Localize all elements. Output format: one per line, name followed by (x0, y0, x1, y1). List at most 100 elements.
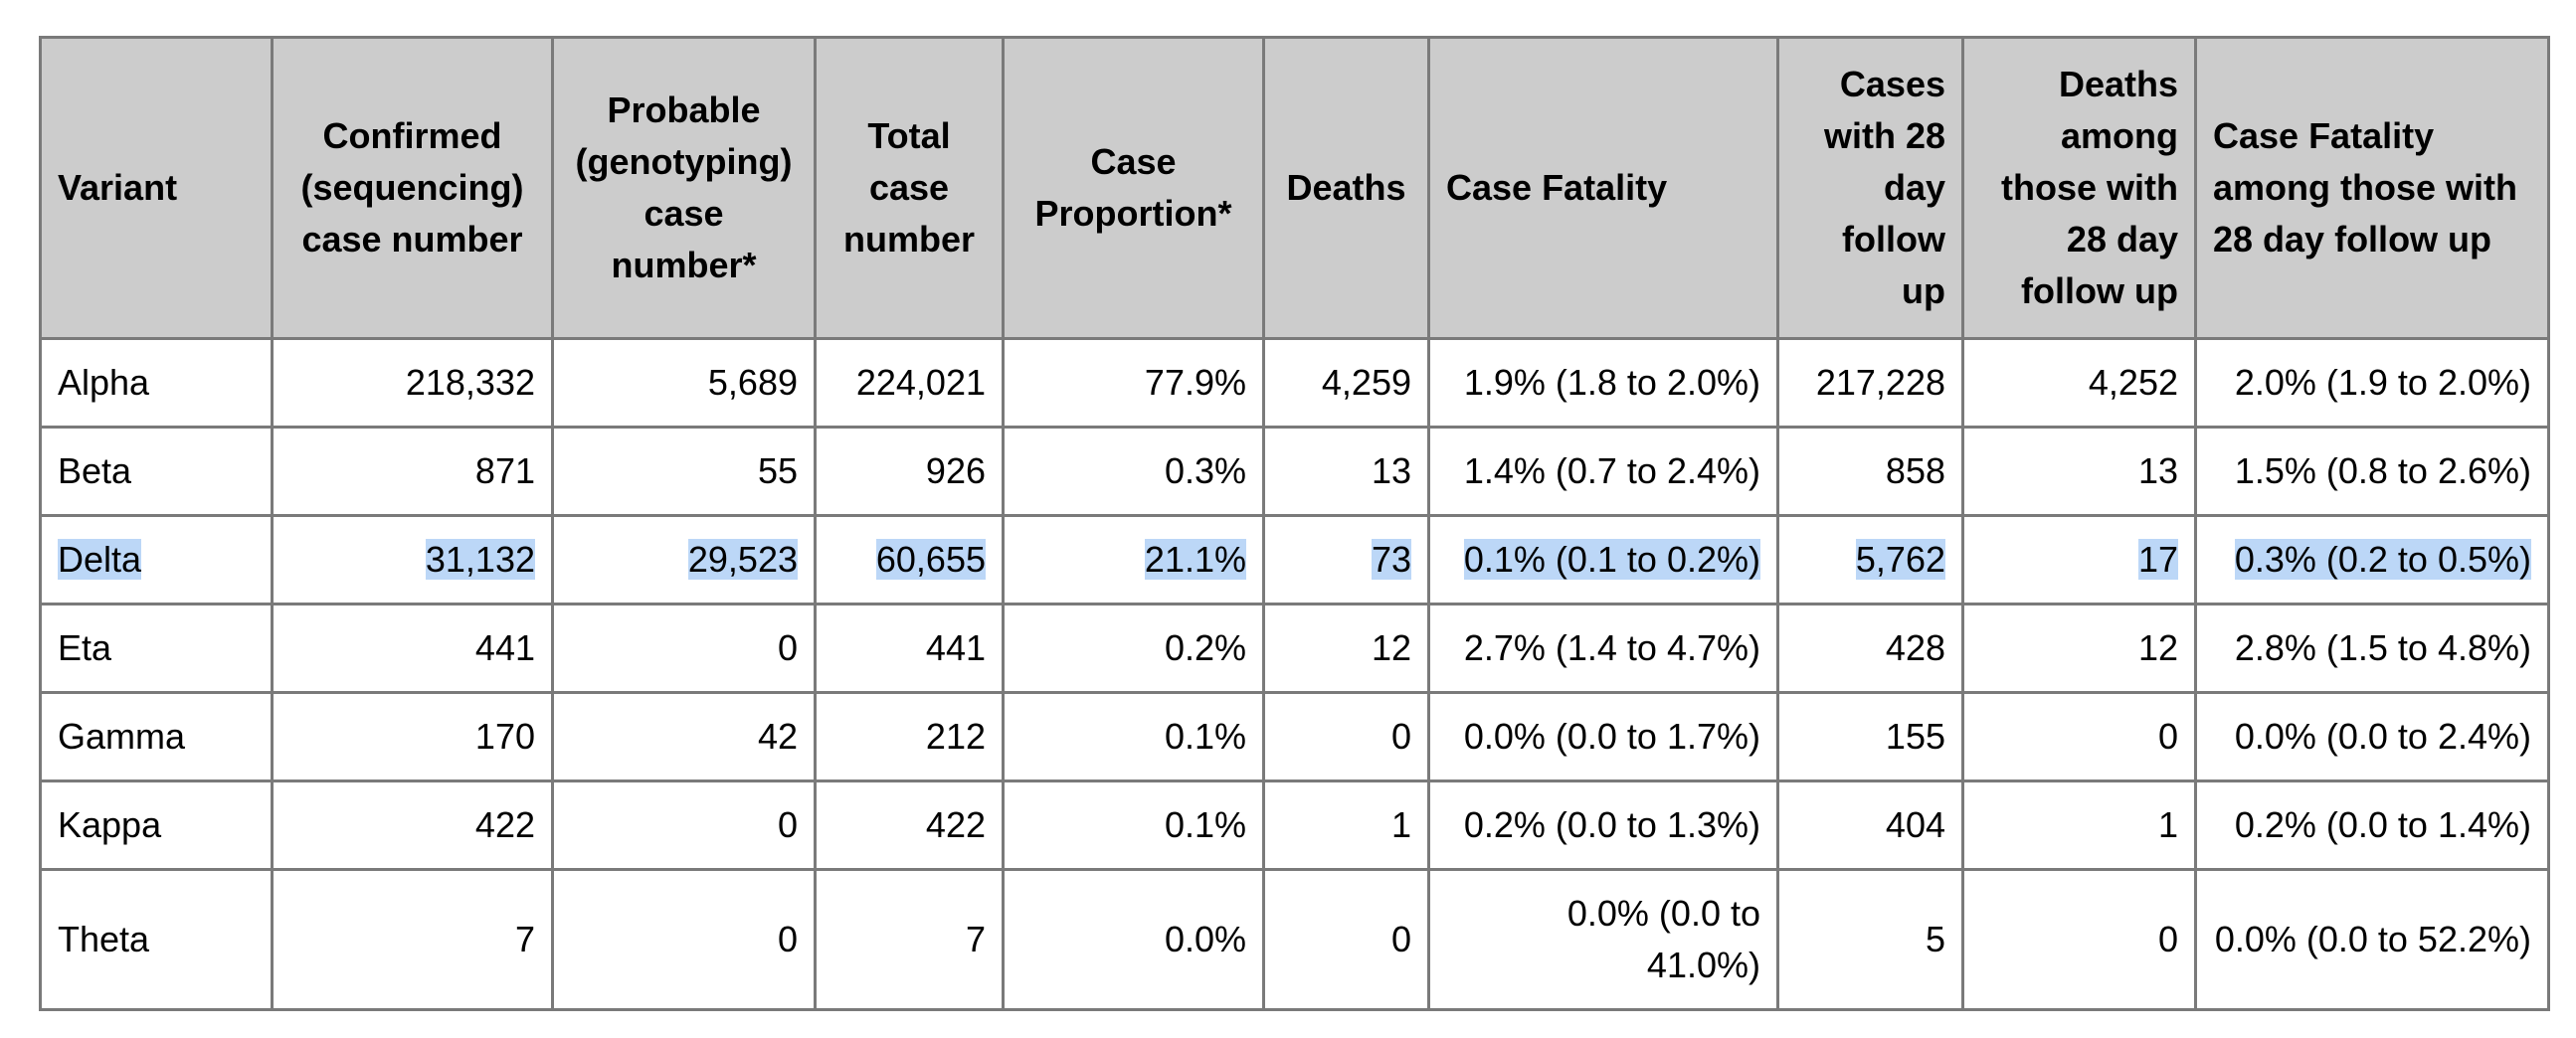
cell-confirmed: 422 (271, 779, 554, 871)
cell-cases-28-day: 5 (1776, 868, 1964, 1011)
cases-28-day-value: 404 (1885, 804, 1945, 845)
cell-cases-28-day: 404 (1776, 779, 1964, 871)
cell-variant: Theta (39, 868, 274, 1011)
case-fatality-value: 2.7% (1.4 to 4.7%) (1463, 627, 1760, 668)
cell-total: 926 (814, 426, 1005, 517)
cell-confirmed: 441 (271, 603, 554, 694)
deaths-28-day-value: 0 (2157, 716, 2178, 757)
cases-28-day-value: 155 (1885, 716, 1945, 757)
proportion-value: 0.1% (1164, 804, 1246, 845)
cell-cases-28-day: 428 (1776, 603, 1964, 694)
cell-case-fatality-28-day: 0.0% (0.0 to 2.4%) (2194, 691, 2550, 782)
header-case-fatality-28-day: Case Fatality among those with 28 day fo… (2194, 36, 2550, 340)
case-fatality-value: 0.0% (0.0 to 41.0%) (1566, 893, 1760, 985)
deaths-value: 0 (1390, 919, 1411, 959)
case-fatality-28-day-value: 0.0% (0.0 to 2.4%) (2234, 716, 2531, 757)
cell-deaths: 73 (1262, 514, 1430, 606)
total-value: 7 (965, 919, 986, 959)
deaths-value: 0 (1390, 716, 1411, 757)
case-fatality-value: 1.4% (0.7 to 2.4%) (1463, 450, 1760, 491)
cell-deaths: 4,259 (1262, 337, 1430, 429)
cell-variant: Delta (39, 514, 274, 606)
deaths-value: 1 (1390, 804, 1411, 845)
header-confirmed-cases: Confirmed (sequencing) case number (271, 36, 554, 340)
cell-case-fatality-28-day: 0.2% (0.0 to 1.4%) (2194, 779, 2550, 871)
cell-cases-28-day: 5,762 (1776, 514, 1964, 606)
cell-deaths: 0 (1262, 691, 1430, 782)
cell-variant: Alpha (39, 337, 274, 429)
table-row-delta[interactable]: Delta 31,132 29,523 60,655 21.1% 73 0.1%… (39, 514, 2550, 606)
cell-variant: Kappa (39, 779, 274, 871)
table-row-gamma: Gamma 170 42 212 0.1% 0 0.0% (0.0 to 1.7… (39, 691, 2550, 782)
variant-name: Gamma (58, 716, 186, 757)
cell-case-fatality: 0.1% (0.1 to 0.2%) (1427, 514, 1779, 606)
cell-case-fatality: 1.9% (1.8 to 2.0%) (1427, 337, 1779, 429)
variant-table: Variant Confirmed (sequencing) case numb… (39, 36, 2550, 1011)
table-row-kappa: Kappa 422 0 422 0.1% 1 0.2% (0.0 to 1.3%… (39, 779, 2550, 871)
cell-total: 212 (814, 691, 1005, 782)
cell-proportion: 0.0% (1002, 868, 1265, 1011)
cell-total: 441 (814, 603, 1005, 694)
deaths-28-day-value: 1 (2157, 804, 2178, 845)
proportion-value: 0.0% (1164, 919, 1246, 959)
variant-name: Eta (58, 627, 112, 668)
table-row-beta: Beta 871 55 926 0.3% 13 1.4% (0.7 to 2.4… (39, 426, 2550, 517)
total-value: 422 (925, 804, 986, 845)
probable-value: 5,689 (707, 362, 798, 403)
deaths-value: 12 (1371, 627, 1411, 668)
deaths-28-day-value: 0 (2157, 919, 2178, 959)
case-fatality-28-day-value: 1.5% (0.8 to 2.6%) (2234, 450, 2531, 491)
cell-variant: Gamma (39, 691, 274, 782)
cell-probable: 55 (551, 426, 817, 517)
header-probable-cases: Probable (genotyping) case number* (551, 36, 817, 340)
cell-confirmed: 218,332 (271, 337, 554, 429)
cell-case-fatality: 0.2% (0.0 to 1.3%) (1427, 779, 1779, 871)
cases-28-day-value: 5 (1925, 919, 1945, 959)
cell-deaths-28-day: 4,252 (1961, 337, 2197, 429)
cell-deaths-28-day: 12 (1961, 603, 2197, 694)
variant-name: Beta (58, 450, 132, 491)
deaths-28-day-value: 13 (2137, 450, 2178, 491)
proportion-value: 21.1% (1144, 539, 1246, 580)
variant-name: Alpha (58, 362, 150, 403)
cell-deaths-28-day: 0 (1961, 868, 2197, 1011)
deaths-value: 73 (1371, 539, 1411, 580)
cell-deaths-28-day: 1 (1961, 779, 2197, 871)
cell-probable: 42 (551, 691, 817, 782)
header-deaths-28-day: Deaths among those with 28 day follow up (1961, 36, 2197, 340)
case-fatality-28-day-value: 2.0% (1.9 to 2.0%) (2234, 362, 2531, 403)
cell-case-fatality: 2.7% (1.4 to 4.7%) (1427, 603, 1779, 694)
header-cases-28-day: Cases with 28 day follow up (1776, 36, 1964, 340)
total-value: 441 (925, 627, 986, 668)
case-fatality-28-day-value: 0.3% (0.2 to 0.5%) (2234, 539, 2531, 580)
cases-28-day-value: 858 (1885, 450, 1945, 491)
proportion-value: 77.9% (1144, 362, 1246, 403)
confirmed-value: 7 (514, 919, 535, 959)
case-fatality-value: 1.9% (1.8 to 2.0%) (1463, 362, 1760, 403)
table-row-eta: Eta 441 0 441 0.2% 12 2.7% (1.4 to 4.7%)… (39, 603, 2550, 694)
probable-value: 0 (777, 919, 798, 959)
confirmed-value: 31,132 (425, 539, 535, 580)
cell-total: 60,655 (814, 514, 1005, 606)
cell-deaths-28-day: 0 (1961, 691, 2197, 782)
case-fatality-value: 0.1% (0.1 to 0.2%) (1463, 539, 1760, 580)
cell-proportion: 77.9% (1002, 337, 1265, 429)
cell-proportion: 0.3% (1002, 426, 1265, 517)
cell-probable: 0 (551, 868, 817, 1011)
case-fatality-value: 0.2% (0.0 to 1.3%) (1463, 804, 1760, 845)
cell-proportion: 0.1% (1002, 779, 1265, 871)
proportion-value: 0.3% (1164, 450, 1246, 491)
confirmed-value: 170 (474, 716, 535, 757)
cell-case-fatality: 1.4% (0.7 to 2.4%) (1427, 426, 1779, 517)
confirmed-value: 218,332 (405, 362, 535, 403)
probable-value: 0 (777, 804, 798, 845)
header-total-cases: Total case number (814, 36, 1005, 340)
cell-deaths-28-day: 13 (1961, 426, 2197, 517)
cell-confirmed: 871 (271, 426, 554, 517)
cell-probable: 0 (551, 779, 817, 871)
variant-name: Delta (58, 539, 142, 580)
header-case-proportion: Case Proportion* (1002, 36, 1265, 340)
confirmed-value: 871 (474, 450, 535, 491)
cell-cases-28-day: 217,228 (1776, 337, 1964, 429)
variant-name: Kappa (58, 804, 162, 845)
